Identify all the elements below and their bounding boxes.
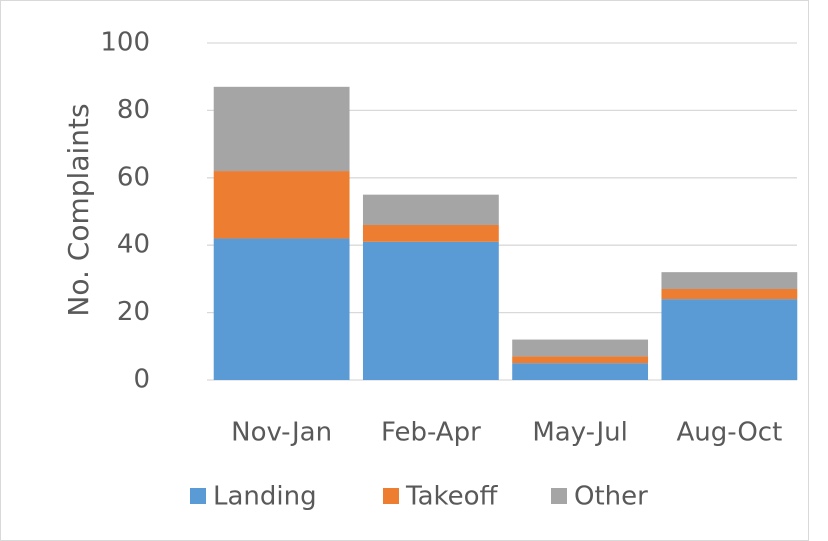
bar-segment — [512, 356, 649, 364]
legend-swatch — [551, 488, 567, 504]
legend-label: Takeoff — [405, 482, 499, 512]
y-tick-label: 40 — [117, 230, 150, 260]
legend-label: Other — [574, 482, 648, 512]
y-tick-label: 0 — [133, 365, 150, 395]
y-tick-label: 100 — [100, 28, 150, 58]
legend-swatch — [190, 488, 206, 504]
y-axis-label: No. Complaints — [62, 103, 95, 316]
bar-segment — [362, 224, 499, 242]
x-tick-label: Feb-Apr — [381, 418, 481, 448]
bar-segment — [512, 363, 649, 380]
bar-segment — [362, 194, 499, 225]
x-tick-label: Nov-Jan — [231, 418, 332, 448]
legend-label: Landing — [213, 482, 317, 512]
x-tick-label: Aug-Oct — [676, 418, 782, 448]
legend-swatch — [383, 488, 399, 504]
bar-segment — [362, 241, 499, 380]
y-tick-label: 60 — [117, 162, 150, 192]
bar-segment — [661, 299, 798, 380]
bar-segment — [512, 339, 649, 357]
y-tick-label: 20 — [117, 297, 150, 327]
bar-segment — [661, 272, 798, 290]
bar-segment — [213, 171, 350, 239]
y-tick-label: 80 — [117, 95, 150, 125]
bar-segment — [213, 238, 350, 380]
x-tick-label: May-Jul — [532, 418, 628, 448]
bar-segment — [213, 86, 350, 172]
bar-segment — [661, 289, 798, 300]
